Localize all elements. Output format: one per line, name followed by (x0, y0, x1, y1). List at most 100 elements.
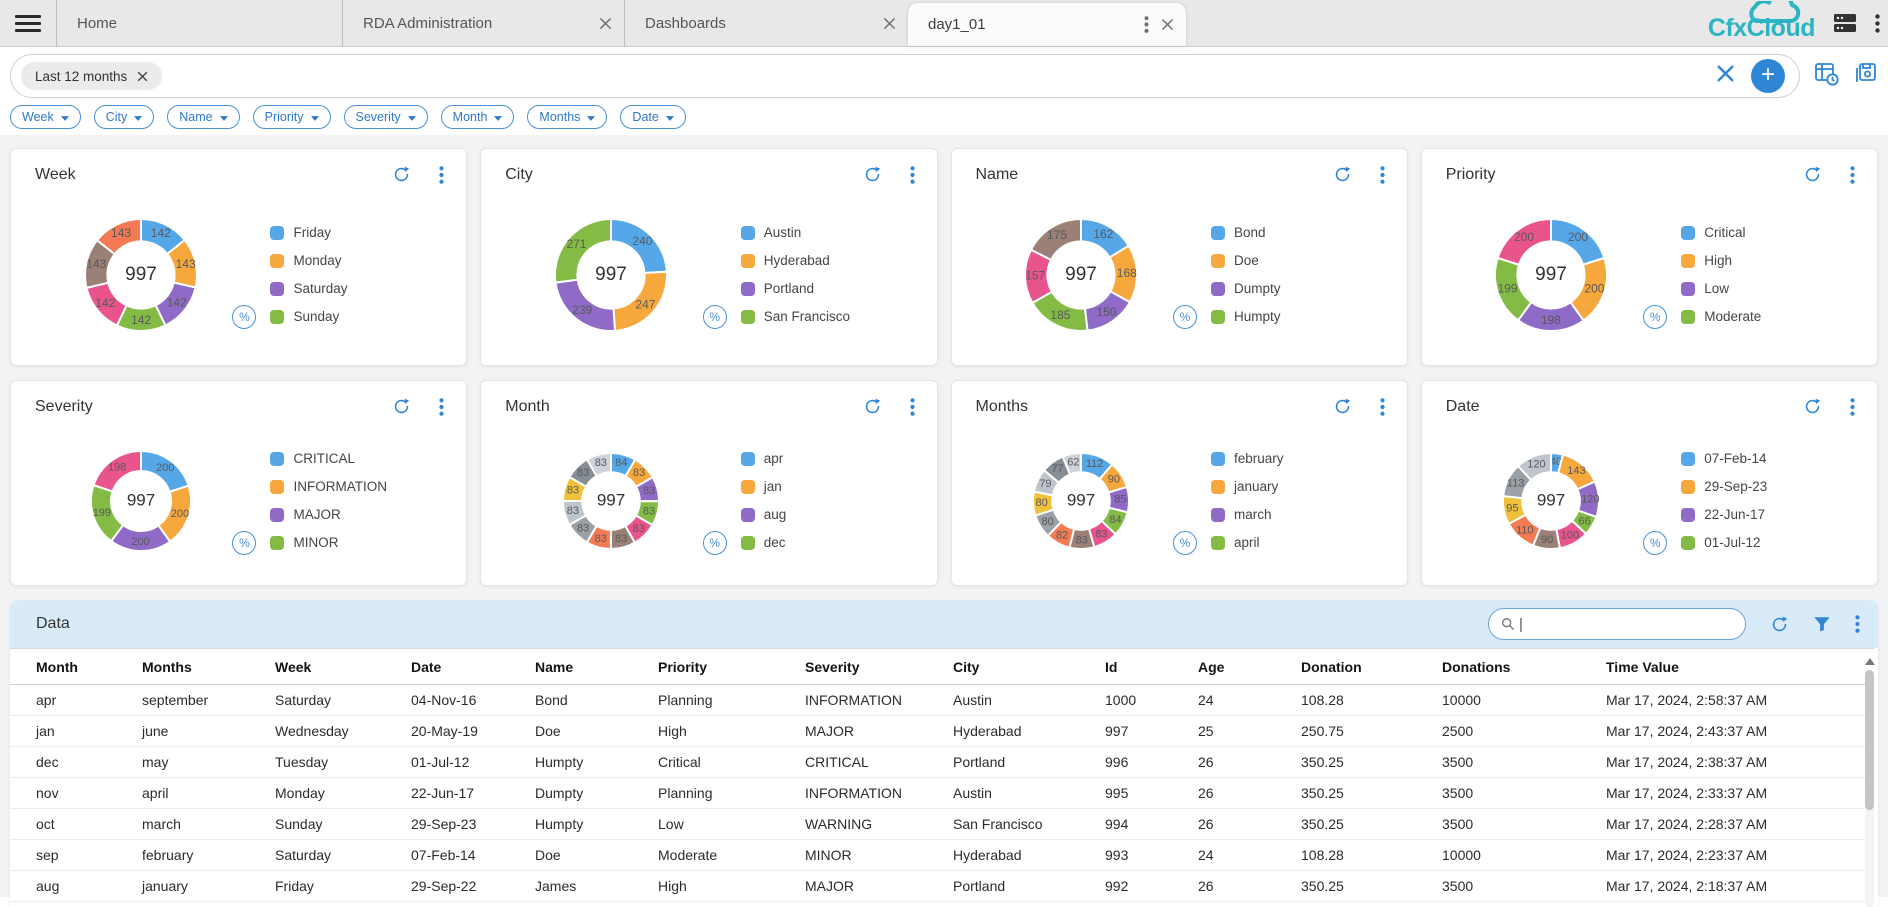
field-chip-name[interactable]: Name (167, 105, 239, 129)
legend-item[interactable]: Austin (741, 225, 929, 240)
column-header-date[interactable]: Date (403, 649, 527, 685)
column-header-donation[interactable]: Donation (1293, 649, 1434, 685)
legend-item[interactable]: Moderate (1681, 309, 1869, 324)
tab-dashboards[interactable]: Dashboards (624, 0, 908, 46)
legend-item[interactable]: High (1681, 253, 1869, 268)
column-header-month[interactable]: Month (10, 649, 134, 685)
column-header-months[interactable]: Months (134, 649, 267, 685)
save-view-icon[interactable] (1853, 61, 1878, 91)
legend-item[interactable]: 07-Feb-14 (1681, 451, 1869, 466)
table-row[interactable]: janjuneWednesday20-May-19DoeHighMAJORHyd… (10, 716, 1874, 747)
table-scrollbar[interactable] (1863, 656, 1876, 907)
legend-item[interactable]: CRITICAL (270, 451, 458, 466)
percent-badge[interactable]: % (1173, 305, 1197, 329)
table-row[interactable]: octmarchSunday29-Sep-23HumptyLowWARNINGS… (10, 809, 1874, 840)
more-options-icon[interactable] (910, 398, 915, 416)
clear-filters-icon[interactable] (1716, 64, 1735, 88)
legend-item[interactable]: INFORMATION (270, 479, 458, 494)
legend-item[interactable]: january (1211, 479, 1399, 494)
refresh-icon[interactable] (392, 165, 411, 184)
tab-close-icon[interactable] (1161, 18, 1174, 31)
legend-item[interactable]: Sunday (270, 309, 458, 324)
tab-day1-01[interactable]: day1_01 (908, 3, 1186, 46)
tab-menu-icon[interactable] (1144, 16, 1149, 33)
column-header-name[interactable]: Name (527, 649, 650, 685)
column-header-id[interactable]: Id (1097, 649, 1190, 685)
add-filter-button[interactable]: + (1751, 59, 1785, 93)
legend-item[interactable]: Friday (270, 225, 458, 240)
column-header-age[interactable]: Age (1190, 649, 1293, 685)
chip-close-icon[interactable] (137, 71, 148, 82)
column-header-priority[interactable]: Priority (650, 649, 797, 685)
legend-item[interactable]: MAJOR (270, 507, 458, 522)
legend-item[interactable]: jan (741, 479, 929, 494)
legend-item[interactable]: aug (741, 507, 929, 522)
legend-item[interactable]: Humpty (1211, 309, 1399, 324)
legend-item[interactable]: 29-Sep-23 (1681, 479, 1869, 494)
field-chip-priority[interactable]: Priority (253, 105, 331, 129)
more-options-icon[interactable] (1850, 398, 1855, 416)
more-options-icon[interactable] (910, 166, 915, 184)
legend-item[interactable]: apr (741, 451, 929, 466)
scrollbar-track[interactable] (1865, 670, 1874, 907)
legend-item[interactable]: february (1211, 451, 1399, 466)
refresh-icon[interactable] (863, 165, 882, 184)
scrollbar-thumb[interactable] (1865, 670, 1874, 810)
column-header-donations[interactable]: Donations (1434, 649, 1598, 685)
refresh-icon[interactable] (863, 397, 882, 416)
column-header-city[interactable]: City (945, 649, 1097, 685)
tab-close-icon[interactable] (883, 17, 896, 30)
filter-funnel-icon[interactable] (1813, 615, 1831, 633)
legend-item[interactable]: Bond (1211, 225, 1399, 240)
legend-item[interactable]: San Francisco (741, 309, 929, 324)
field-chip-month[interactable]: Month (441, 105, 515, 129)
legend-item[interactable]: Doe (1211, 253, 1399, 268)
overflow-menu-icon[interactable] (1875, 14, 1880, 33)
more-options-icon[interactable] (439, 398, 444, 416)
table-row[interactable]: novaprilMonday22-Jun-17DumptyPlanningINF… (10, 778, 1874, 809)
percent-badge[interactable]: % (703, 531, 727, 555)
legend-item[interactable]: Low (1681, 281, 1869, 296)
legend-item[interactable]: 01-Jul-12 (1681, 535, 1869, 550)
refresh-icon[interactable] (1333, 397, 1352, 416)
table-search[interactable]: | (1488, 608, 1746, 640)
server-stack-icon[interactable] (1833, 12, 1857, 34)
refresh-icon[interactable] (1803, 165, 1822, 184)
field-chip-months[interactable]: Months (527, 105, 607, 129)
more-options-icon[interactable] (1850, 166, 1855, 184)
panel-more-icon[interactable] (1855, 615, 1860, 633)
search-input[interactable] (1531, 617, 1733, 632)
column-header-severity[interactable]: Severity (797, 649, 945, 685)
legend-item[interactable]: Monday (270, 253, 458, 268)
legend-item[interactable]: dec (741, 535, 929, 550)
column-header-week[interactable]: Week (267, 649, 403, 685)
more-options-icon[interactable] (1380, 398, 1385, 416)
history-table-icon[interactable] (1814, 61, 1839, 91)
legend-item[interactable]: 22-Jun-17 (1681, 507, 1869, 522)
legend-item[interactable]: Hyderabad (741, 253, 929, 268)
tab-close-icon[interactable] (599, 17, 612, 30)
legend-item[interactable]: Saturday (270, 281, 458, 296)
refresh-icon[interactable] (1333, 165, 1352, 184)
legend-item[interactable]: Critical (1681, 225, 1869, 240)
legend-item[interactable]: Portland (741, 281, 929, 296)
refresh-icon[interactable] (392, 397, 411, 416)
tab-rda-administration[interactable]: RDA Administration (342, 0, 624, 46)
legend-item[interactable]: april (1211, 535, 1399, 550)
table-row[interactable]: augjanuaryFriday29-Sep-22JamesHighMAJORP… (10, 871, 1874, 902)
column-header-time-value[interactable]: Time Value (1598, 649, 1874, 685)
legend-item[interactable]: march (1211, 507, 1399, 522)
table-row[interactable]: aprseptemberSaturday04-Nov-16BondPlannin… (10, 685, 1874, 716)
percent-badge[interactable]: % (1643, 531, 1667, 555)
refresh-icon[interactable] (1803, 397, 1822, 416)
table-row[interactable]: sepfebruarySaturday07-Feb-14DoeModerateM… (10, 840, 1874, 871)
more-options-icon[interactable] (1380, 166, 1385, 184)
percent-badge[interactable]: % (703, 305, 727, 329)
field-chip-severity[interactable]: Severity (344, 105, 428, 129)
scroll-up-icon[interactable] (1865, 658, 1875, 665)
legend-item[interactable]: MINOR (270, 535, 458, 550)
more-options-icon[interactable] (439, 166, 444, 184)
hamburger-menu-icon[interactable] (0, 0, 56, 46)
legend-item[interactable]: Dumpty (1211, 281, 1399, 296)
tab-home[interactable]: Home (56, 0, 342, 46)
